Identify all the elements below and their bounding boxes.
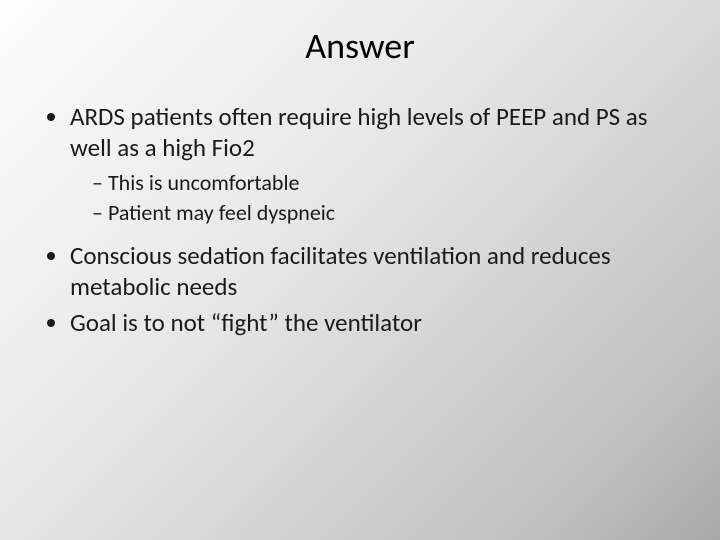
sub-bullet-item: Patient may feel dyspneic (92, 199, 678, 227)
sub-bullet-list: This is uncomfortable Patient may feel d… (70, 169, 678, 227)
slide-title: Answer (42, 24, 678, 68)
sub-bullet-text: This is uncomfortable (108, 169, 300, 196)
bullet-text: ARDS patients often require high levels … (70, 101, 648, 163)
slide: Answer ARDS patients often require high … (0, 0, 720, 540)
bullet-item: Goal is to not “fight” the ventilator (70, 308, 678, 339)
bullet-list: ARDS patients often require high levels … (42, 102, 678, 339)
bullet-item: ARDS patients often require high levels … (70, 102, 678, 227)
bullet-text: Conscious sedation facilitates ventilati… (70, 240, 611, 302)
sub-bullet-text: Patient may feel dyspneic (108, 199, 335, 226)
bullet-item: Conscious sedation facilitates ventilati… (70, 241, 678, 302)
bullet-text: Goal is to not “fight” the ventilator (70, 307, 422, 338)
sub-bullet-item: This is uncomfortable (92, 169, 678, 197)
